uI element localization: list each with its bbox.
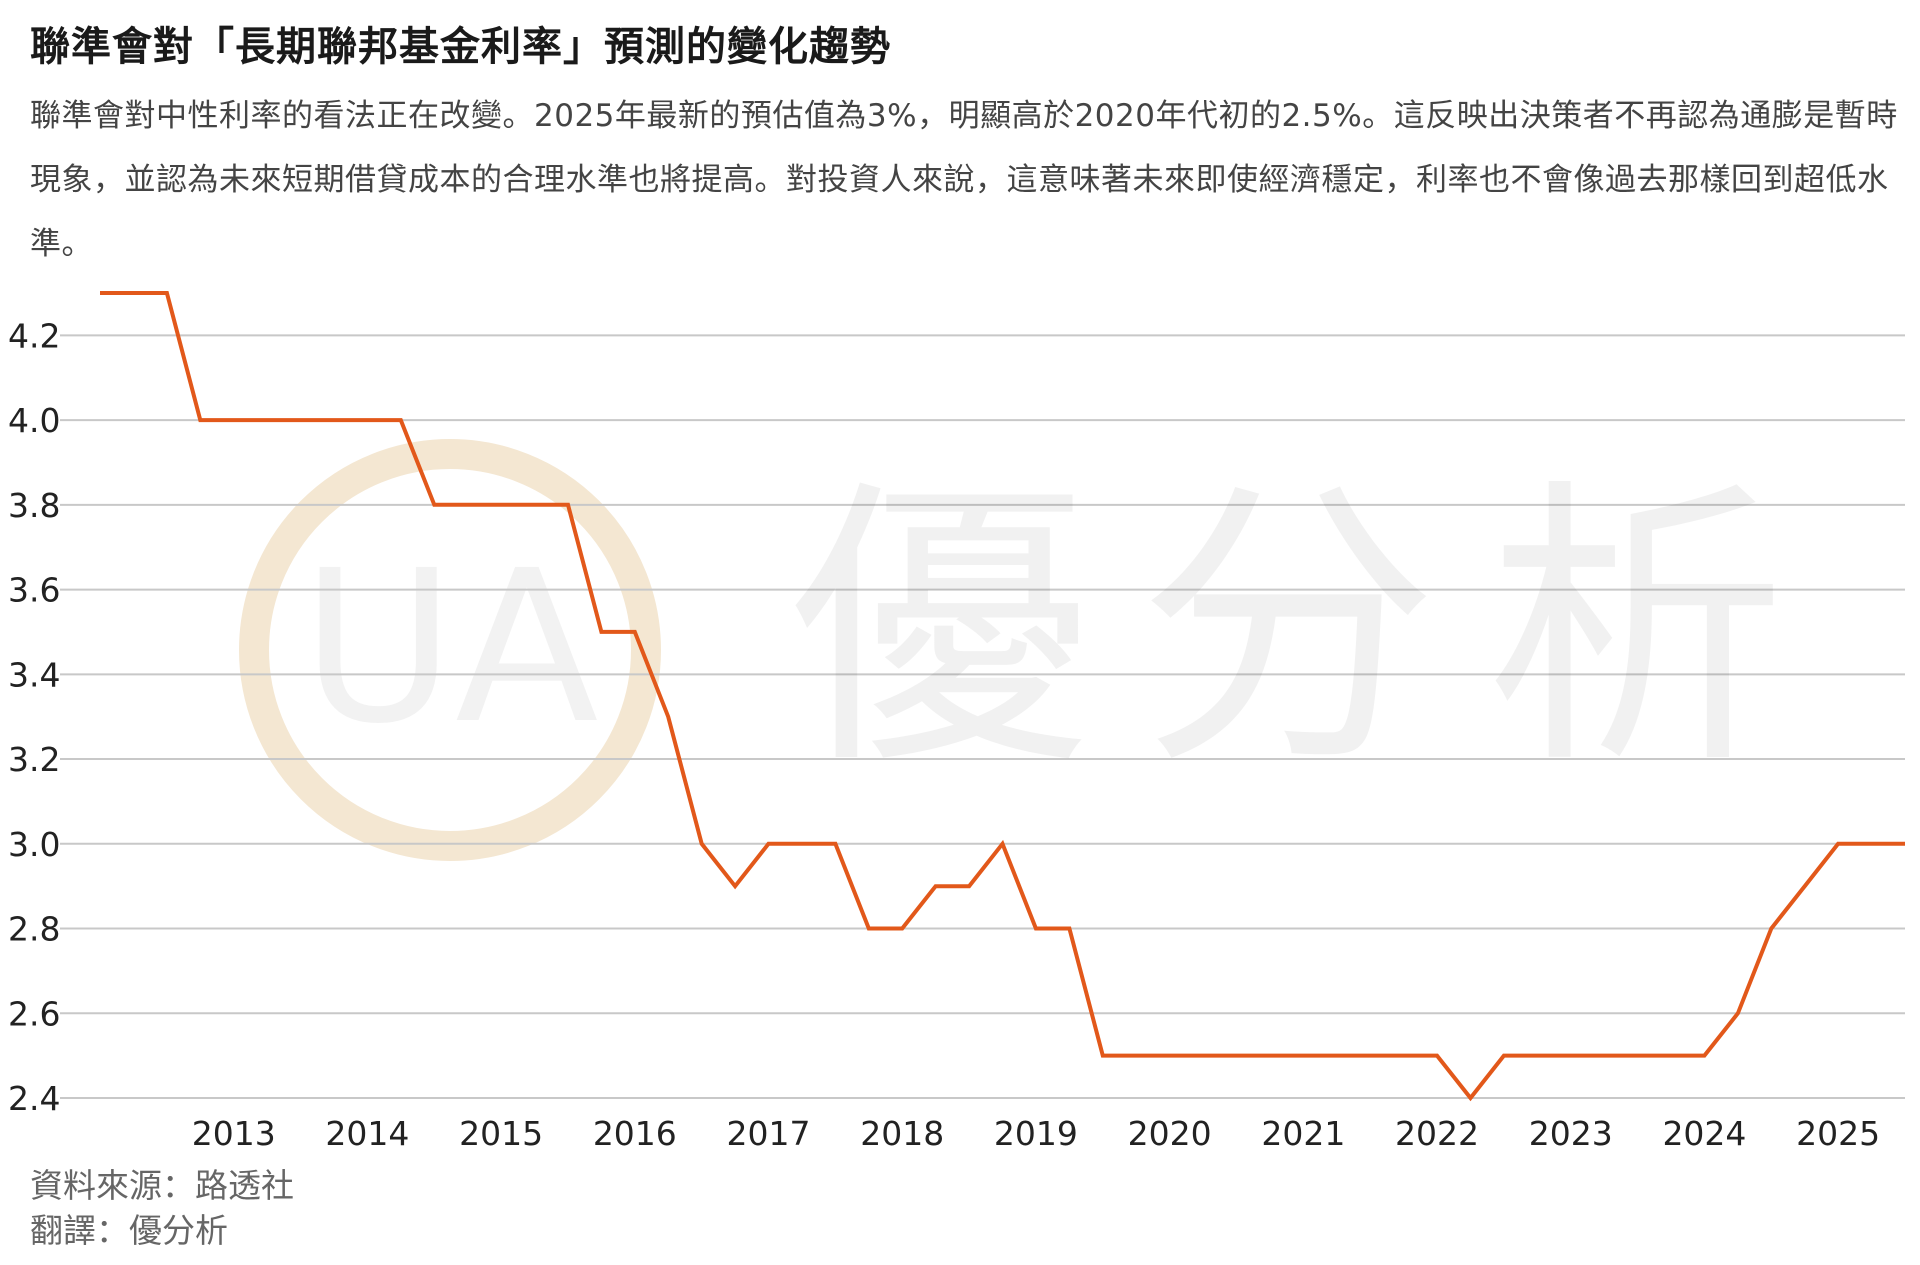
chart-subtitle: 聯準會對中性利率的看法正在改變。2025年最新的預估值為3%，明顯高於2020年…: [30, 98, 1898, 262]
chart-title: 聯準會對「長期聯邦基金利率」預測的變化趨勢: [30, 24, 891, 70]
y-tick-label: 2.4: [8, 1079, 60, 1118]
x-tick-label: 2025: [1796, 1114, 1880, 1153]
x-tick-label: 2017: [727, 1114, 811, 1153]
y-tick-label: 3.0: [8, 825, 60, 864]
y-tick-label: 3.4: [8, 655, 60, 694]
x-tick-label: 2023: [1529, 1114, 1613, 1153]
x-tick-label: 2016: [593, 1114, 677, 1153]
y-tick-label: 2.8: [8, 910, 60, 949]
source-translation: 翻譯：優分析: [30, 1211, 228, 1250]
watermark-logo: UA: [239, 439, 661, 861]
y-tick-label: 3.6: [8, 571, 60, 610]
watermark-logo-ring: [239, 439, 661, 861]
y-tick-label: 2.6: [8, 994, 60, 1033]
y-tick-label: 4.0: [8, 401, 60, 440]
source-block: 資料來源：路透社 翻譯：優分析: [30, 1163, 294, 1253]
y-axis-tick-labels: 2.4 2.6 2.8 3.0 3.2 3.4 3.6 3.8 4.0 4.2: [8, 316, 60, 1118]
source-data-source: 資料來源：路透社: [30, 1166, 294, 1205]
x-tick-label: 2014: [325, 1114, 409, 1153]
y-tick-label: 3.8: [8, 486, 60, 525]
x-tick-label: 2024: [1662, 1114, 1746, 1153]
x-tick-label: 2020: [1128, 1114, 1212, 1153]
x-tick-label: 2018: [860, 1114, 944, 1153]
y-tick-label: 3.2: [8, 740, 60, 779]
x-tick-label: 2015: [459, 1114, 543, 1153]
x-axis-tick-labels: 2013 2014 2015 2016 2017 2018 2019 2020 2021 2022…: [192, 1114, 1880, 1153]
watermark-logo-letters: UA: [301, 525, 598, 770]
grid-lines: [60, 334, 1905, 1099]
x-tick-label: 2021: [1261, 1114, 1345, 1153]
x-tick-label: 2022: [1395, 1114, 1479, 1153]
y-tick-label: 4.2: [8, 316, 60, 355]
x-tick-label: 2013: [192, 1114, 276, 1153]
series-lines: [100, 291, 1905, 1102]
series-line: [100, 291, 1905, 1102]
x-tick-label: 2019: [994, 1114, 1078, 1153]
